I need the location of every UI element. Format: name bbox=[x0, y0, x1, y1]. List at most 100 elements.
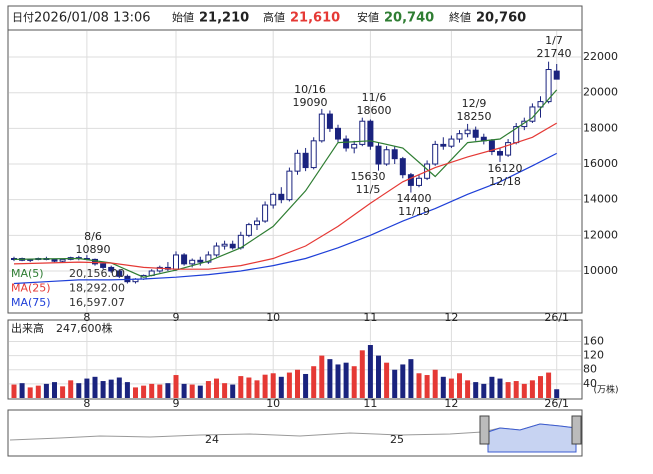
annotation: 15630 bbox=[351, 170, 386, 183]
volume-bar bbox=[473, 382, 479, 398]
candle-body bbox=[545, 69, 552, 103]
x-tick-label: 8 bbox=[83, 311, 90, 324]
volume-bar bbox=[124, 382, 130, 398]
volume-bar bbox=[432, 369, 438, 398]
volume-bar bbox=[359, 350, 365, 398]
y-tick-label: 20000 bbox=[583, 86, 618, 99]
navigator-handle[interactable] bbox=[479, 415, 490, 445]
candle-body bbox=[456, 133, 463, 140]
y-tick-label: 12000 bbox=[583, 228, 618, 241]
volume-bar bbox=[197, 385, 203, 398]
legend-name: MA(5) bbox=[11, 267, 44, 280]
y-tick-label: 18000 bbox=[583, 121, 618, 134]
candle-body bbox=[383, 149, 390, 165]
volume-bar bbox=[554, 389, 560, 398]
volume-bar bbox=[424, 375, 430, 398]
candle-body bbox=[221, 243, 228, 247]
volume-bar bbox=[157, 384, 163, 398]
header-label: 終値 bbox=[449, 10, 471, 24]
volume-bar bbox=[52, 382, 57, 398]
legend-value: 20,156.00 bbox=[69, 267, 125, 280]
candle-body bbox=[108, 266, 115, 272]
volume-bar bbox=[76, 383, 82, 398]
candle-body bbox=[351, 143, 358, 149]
x-tick-label: 11 bbox=[363, 311, 377, 324]
x-tick-label: 12 bbox=[444, 311, 458, 324]
annotation: 19090 bbox=[293, 96, 328, 109]
header-label: 始値 bbox=[172, 10, 194, 24]
annotation: 1/7 bbox=[545, 34, 563, 47]
annotation: 11/6 bbox=[362, 91, 387, 104]
volume-bar bbox=[214, 378, 219, 398]
candle-body bbox=[521, 120, 528, 128]
candle-body bbox=[553, 70, 560, 80]
header-box bbox=[7, 5, 583, 31]
navigator-label: 24 bbox=[205, 433, 219, 446]
candle-body bbox=[416, 177, 422, 186]
volume-bar bbox=[116, 377, 122, 398]
volume-title: 出来高 bbox=[11, 321, 44, 335]
x-tick-label: 12 bbox=[444, 397, 458, 410]
ma-line bbox=[13, 122, 558, 270]
ma-line bbox=[13, 152, 557, 285]
volume-bar bbox=[108, 379, 114, 398]
legend-value: 16,597.07 bbox=[69, 296, 125, 309]
volume-bar bbox=[189, 384, 195, 398]
y-tick-label: 10000 bbox=[583, 264, 618, 277]
volume-bar bbox=[19, 383, 25, 398]
annotation: 16120 bbox=[488, 162, 523, 175]
legend-value: 18,292.00 bbox=[69, 282, 125, 295]
volume-bar bbox=[367, 345, 373, 398]
header-open: 21,210 bbox=[199, 11, 249, 26]
volume-bar bbox=[141, 385, 147, 398]
volume-bar bbox=[538, 376, 543, 398]
volume-bar bbox=[35, 385, 41, 398]
volume-bar bbox=[513, 381, 519, 398]
volume-bar bbox=[416, 373, 422, 398]
annotation: 8/6 bbox=[84, 230, 102, 243]
candle-body bbox=[375, 145, 382, 165]
y-tick-label: 120 bbox=[583, 349, 604, 362]
legend-name: MA(75) bbox=[11, 296, 51, 309]
candle-body bbox=[116, 270, 123, 277]
candle-body bbox=[286, 170, 293, 201]
volume-bar bbox=[400, 364, 406, 398]
candle-body bbox=[472, 129, 479, 138]
annotation: 10890 bbox=[76, 243, 111, 256]
annotation: 12/18 bbox=[489, 175, 521, 188]
annotation: 21740 bbox=[537, 47, 572, 60]
candle-body bbox=[318, 113, 325, 142]
candle-body bbox=[432, 143, 439, 165]
header-low: 20,740 bbox=[384, 11, 434, 26]
candle-body bbox=[310, 140, 317, 169]
volume-bar bbox=[295, 369, 300, 398]
candle-body bbox=[399, 158, 406, 176]
x-tick-label: 26/1 bbox=[544, 397, 569, 410]
navigator-handle[interactable] bbox=[571, 415, 582, 445]
y-tick-label: 16000 bbox=[583, 157, 618, 170]
navigator-selection bbox=[487, 423, 577, 453]
candle-body bbox=[505, 142, 512, 156]
volume-bar bbox=[133, 387, 138, 398]
volume-bar bbox=[303, 373, 309, 398]
candle-body bbox=[302, 152, 309, 169]
volume-unit: (万株) bbox=[593, 384, 618, 396]
price-frame bbox=[7, 29, 583, 314]
volume-bar bbox=[270, 373, 276, 398]
candle-body bbox=[440, 143, 447, 147]
candle-body bbox=[181, 254, 188, 265]
candle-body bbox=[197, 259, 204, 263]
volume-bar bbox=[521, 383, 527, 398]
candle-body bbox=[343, 138, 350, 149]
volume-bar bbox=[165, 383, 171, 398]
candle-body bbox=[51, 258, 58, 262]
x-tick-label: 9 bbox=[173, 397, 180, 410]
candle-body bbox=[367, 120, 374, 147]
x-tick-label: 10 bbox=[266, 311, 280, 324]
candle-body bbox=[100, 263, 107, 268]
x-tick-label: 10 bbox=[266, 397, 280, 410]
volume-bar bbox=[408, 359, 414, 398]
volume-bar bbox=[205, 381, 211, 398]
